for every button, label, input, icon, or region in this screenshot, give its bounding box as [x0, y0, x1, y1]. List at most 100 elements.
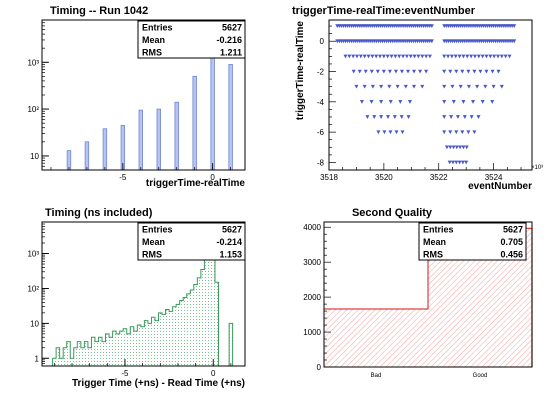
scatter-point	[460, 160, 465, 165]
histogram-area	[52, 232, 234, 367]
scatter-point	[399, 115, 404, 119]
stats-entries-label: Entries	[142, 225, 173, 235]
scatter-point	[462, 115, 467, 119]
stats-rms-label: RMS	[423, 249, 443, 259]
bar-bad	[324, 309, 428, 367]
scatter-point	[448, 69, 453, 74]
scatter-point	[388, 130, 393, 135]
x-axis-label: Trigger Time (+ns) - Read Time (+ns)	[72, 378, 245, 389]
stats-entries-value: 5627	[222, 225, 242, 235]
y-tick-label: 10³	[27, 58, 39, 67]
scatter-point	[446, 54, 451, 59]
scatter-point	[343, 54, 348, 59]
scatter-point	[370, 54, 375, 59]
histogram-bar	[174, 101, 179, 171]
scatter-point	[488, 54, 493, 59]
stats-mean-label: Mean	[423, 237, 446, 247]
scatter-point	[385, 54, 390, 59]
scatter-point	[358, 54, 363, 59]
scatter-point	[379, 100, 384, 104]
scatter-point	[442, 84, 447, 89]
scatter-point	[478, 69, 483, 74]
scatter-point	[378, 54, 383, 59]
stats-entries-value: 5627	[222, 23, 242, 33]
chart-title: Second Quality	[352, 207, 433, 219]
x-tick-label: -5	[121, 369, 129, 378]
y-tick-label: 10²	[27, 284, 39, 293]
scatter-point	[429, 39, 434, 44]
timing-run-chart: Timing -- Run 1042 10 10² 10³ -5 0triggerTime…	[27, 5, 246, 189]
scatter-point	[427, 54, 432, 59]
scatter-point	[461, 145, 466, 150]
stats-entries-value: 5627	[503, 225, 523, 235]
scatter-point	[454, 69, 459, 74]
scatter-point	[399, 69, 404, 74]
x-tick-label: 3522	[430, 173, 448, 182]
scatter-point	[491, 84, 496, 89]
scatter-point	[512, 39, 517, 44]
y-tick-label: -8	[317, 158, 325, 167]
x-axis-label: triggerTime-realTime	[146, 178, 246, 189]
scatter-point	[412, 69, 417, 74]
scatter-point	[354, 54, 359, 59]
stats-mean-value: 0.705	[500, 237, 523, 247]
scatter-point	[407, 100, 412, 104]
scatter-point	[387, 84, 392, 89]
scatter-point	[412, 84, 417, 89]
scatter-point	[362, 84, 367, 89]
stats-entries-label: Entries	[142, 23, 173, 33]
y-tick-label: 10²	[27, 105, 39, 114]
scatter-point	[418, 69, 423, 74]
scatter-point	[387, 69, 392, 74]
scatter-point	[461, 100, 466, 104]
scatter-point	[460, 130, 465, 135]
scatter-point	[401, 54, 406, 59]
histogram-bar	[156, 108, 161, 171]
y-tick-label: 4000	[303, 223, 321, 232]
histogram-bar	[192, 75, 197, 171]
scatter-point	[450, 84, 455, 89]
scatter-point	[429, 24, 434, 29]
scatter-point	[398, 100, 403, 104]
scatter-point	[397, 54, 402, 59]
scatter-point	[503, 54, 508, 59]
scatter-point	[483, 84, 488, 89]
y-tick-label: 1000	[303, 328, 321, 337]
scatter-point	[351, 54, 356, 59]
scatter-point	[451, 145, 456, 150]
scatter-point	[370, 84, 375, 89]
scatter-point	[466, 69, 471, 74]
scatter-point	[457, 54, 462, 59]
histogram-bar	[138, 109, 144, 171]
stats-mean-label: Mean	[142, 35, 165, 45]
y-axis-label: triggerTime-realTime	[295, 21, 306, 121]
scatter-point	[416, 54, 421, 59]
x-tick-label: 3524	[485, 173, 503, 182]
scatter-point	[475, 84, 480, 89]
scatter-point	[454, 145, 459, 150]
scatter-point	[381, 69, 386, 74]
scatter-point	[484, 54, 489, 59]
scatter-point	[512, 24, 517, 29]
y-tick-label: 0	[320, 37, 325, 46]
scatter-point	[464, 145, 469, 150]
scatter-point	[461, 54, 466, 59]
scatter-point	[495, 54, 500, 59]
scatter-point	[406, 69, 411, 74]
scatter-point	[464, 160, 469, 165]
scatter-point	[357, 69, 362, 74]
y-tick-label: -6	[317, 128, 325, 137]
scatter-point	[469, 54, 474, 59]
scatter-point	[420, 84, 425, 89]
stats-mean-value: -0.214	[216, 237, 242, 247]
y-tick-label: 1	[35, 354, 40, 363]
scatter-point	[404, 54, 409, 59]
x-tick-label: -5	[119, 173, 127, 182]
scatter-point	[476, 54, 481, 59]
scatter-point	[466, 130, 471, 135]
scatter-point	[372, 115, 377, 119]
scatter-point	[448, 130, 453, 135]
y-tick-label: 10	[30, 152, 39, 161]
scatter-point	[424, 54, 429, 59]
chart-title: triggerTime-realTime:eventNumber	[292, 5, 476, 17]
